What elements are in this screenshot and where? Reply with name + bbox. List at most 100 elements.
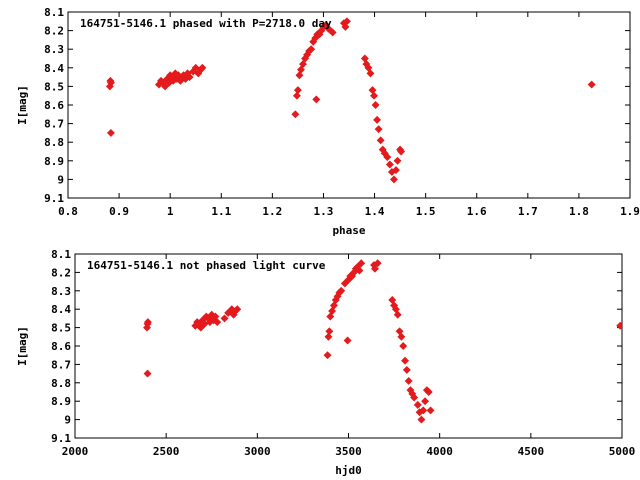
data-point xyxy=(364,63,373,72)
data-point xyxy=(143,319,152,328)
data-point xyxy=(220,314,229,323)
data-point xyxy=(393,310,402,319)
y-tick-label: 8.5 xyxy=(51,322,71,335)
data-point xyxy=(325,327,334,336)
data-point xyxy=(417,415,426,424)
data-point xyxy=(371,101,380,109)
x-tick-label: 1.3 xyxy=(314,205,334,218)
x-tick-label: 1.2 xyxy=(262,205,282,218)
x-tick-label: 2000 xyxy=(62,445,89,458)
data-point xyxy=(106,128,115,137)
data-points xyxy=(143,259,622,424)
data-point xyxy=(401,356,409,365)
y-axis-label: I[mag] xyxy=(16,326,29,366)
data-point xyxy=(328,28,337,37)
chart-title: 164751-5146.1 phased with P=2718.0 day xyxy=(80,17,332,30)
data-point xyxy=(198,63,207,72)
x-tick-label: 1.4 xyxy=(365,205,385,218)
data-point xyxy=(376,136,385,145)
data-point xyxy=(399,342,408,350)
data-point xyxy=(213,318,222,327)
data-point xyxy=(185,73,194,82)
data-point xyxy=(291,110,300,119)
data-point xyxy=(299,60,307,69)
x-tick-label: 0.9 xyxy=(109,205,129,218)
data-point xyxy=(424,388,433,396)
data-point xyxy=(233,305,242,314)
data-point xyxy=(368,86,377,95)
y-tick-label: 9.1 xyxy=(51,432,71,445)
data-point xyxy=(143,369,152,378)
y-tick-label: 8.7 xyxy=(51,358,71,371)
y-tick-label: 8.8 xyxy=(51,377,71,390)
data-point xyxy=(426,406,435,415)
unphased-light-curve-panel: 2000 2500 3000 3500 4000 4500 5000 8.1 8.2 8.3 8.4… xyxy=(16,248,635,477)
y-tick-label: 8.1 xyxy=(51,248,71,261)
y-tick-label: 8.5 xyxy=(44,80,64,93)
data-point xyxy=(161,82,170,91)
data-point xyxy=(337,286,346,295)
x-axis-label: phase xyxy=(332,224,365,237)
x-tick-label: 4000 xyxy=(426,445,453,458)
data-points xyxy=(105,17,596,184)
data-point xyxy=(413,400,422,409)
y-tick-label: 8.8 xyxy=(44,136,64,149)
x-tick-label: 3000 xyxy=(244,445,271,458)
data-point xyxy=(373,115,382,124)
y-tick-label: 8.4 xyxy=(44,62,64,75)
data-point xyxy=(421,397,430,406)
data-point xyxy=(106,78,115,87)
data-point xyxy=(393,156,402,165)
y-tick-label: 9.1 xyxy=(44,192,64,205)
data-point xyxy=(390,175,398,184)
x-tick-label: 1 xyxy=(167,205,174,218)
data-point xyxy=(373,259,382,268)
data-point xyxy=(360,54,369,63)
data-point xyxy=(374,125,383,134)
data-point xyxy=(343,336,352,345)
data-point xyxy=(357,259,366,268)
y-tick-label: 8.4 xyxy=(51,303,71,316)
x-tick-label: 3500 xyxy=(335,445,362,458)
data-point xyxy=(341,22,350,31)
y-tick-label: 8.7 xyxy=(44,118,64,131)
y-tick-label: 8.2 xyxy=(44,25,64,38)
phased-light-curve-panel: 0.8 0.9 1 1.1 1.2 1.3 1.4 1.5 1.6 1.7 1.8 1.9 8.1 8.2… xyxy=(16,6,640,237)
x-axis-label: hjd0 xyxy=(335,464,362,477)
data-point xyxy=(397,147,406,156)
data-point xyxy=(392,166,400,175)
data-point xyxy=(342,17,351,26)
x-tick-label: 2500 xyxy=(153,445,180,458)
data-point xyxy=(297,65,305,74)
y-tick-label: 8.6 xyxy=(51,340,71,353)
data-point xyxy=(295,71,304,80)
data-point xyxy=(312,95,321,104)
data-point xyxy=(370,91,378,100)
data-point xyxy=(355,266,364,275)
data-point xyxy=(616,321,622,330)
data-point xyxy=(324,24,333,33)
data-point xyxy=(383,153,392,162)
data-point xyxy=(397,332,406,341)
data-point xyxy=(366,69,375,78)
data-point xyxy=(292,91,301,100)
x-tick-label: 0.8 xyxy=(58,205,78,218)
y-tick-label: 8.9 xyxy=(51,395,71,408)
x-tick-label: 1.6 xyxy=(467,205,487,218)
data-point xyxy=(402,365,411,374)
y-axis-label: I[mag] xyxy=(16,85,29,125)
x-tick-label: 1.9 xyxy=(620,205,640,218)
plot-frame xyxy=(67,11,631,199)
chart-title: 164751-5146.1 not phased light curve xyxy=(87,259,326,272)
x-tick-label: 1.7 xyxy=(518,205,538,218)
x-tick-label: 1.8 xyxy=(569,205,589,218)
data-point xyxy=(410,393,419,402)
y-tick-label: 8.2 xyxy=(51,266,71,279)
data-point xyxy=(587,80,596,89)
data-point xyxy=(293,86,302,95)
y-tick-label: 9 xyxy=(64,414,71,427)
data-point xyxy=(419,406,428,415)
data-point xyxy=(404,377,413,385)
y-tick-label: 8.3 xyxy=(44,43,64,56)
